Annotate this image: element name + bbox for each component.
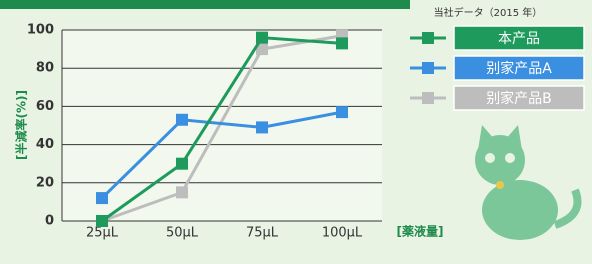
x-tick-label: 50μL — [166, 226, 199, 241]
point — [96, 192, 108, 204]
chart: 当社データ（2015 年） [半減率(%)] [薬液量] 0 20 40 60 80 10… — [0, 0, 592, 264]
point — [176, 158, 188, 170]
y-tick-label: 80 — [36, 61, 54, 76]
x-tick-label: 100μL — [322, 226, 363, 241]
legend-marker — [422, 32, 434, 44]
legend-label: 别家产品A — [486, 60, 552, 77]
x-tick-label: 25μL — [86, 226, 119, 241]
y-tick-label: 0 — [45, 214, 54, 229]
point — [336, 106, 348, 118]
point — [256, 32, 268, 44]
header-bar — [0, 0, 410, 9]
x-tick-label: 75μL — [246, 226, 279, 241]
y-tick-label: 20 — [36, 175, 54, 190]
legend-label: 别家产品B — [486, 90, 552, 107]
legend-title: 当社データ（2015 年） — [434, 6, 543, 19]
point — [96, 215, 108, 227]
y-tick-label: 100 — [27, 23, 54, 38]
y-axis-label: [半減率(%)] — [14, 90, 29, 160]
y-tick-label: 40 — [36, 137, 54, 152]
x-axis-label: [薬液量] — [397, 224, 444, 239]
y-tick-label: 60 — [36, 99, 54, 114]
legend-label: 本产品 — [498, 31, 540, 47]
legend-marker — [422, 92, 434, 104]
plot-area — [62, 30, 382, 221]
point — [176, 186, 188, 198]
legend-marker — [422, 62, 434, 74]
point — [336, 37, 348, 49]
point — [176, 114, 188, 126]
point — [256, 121, 268, 133]
